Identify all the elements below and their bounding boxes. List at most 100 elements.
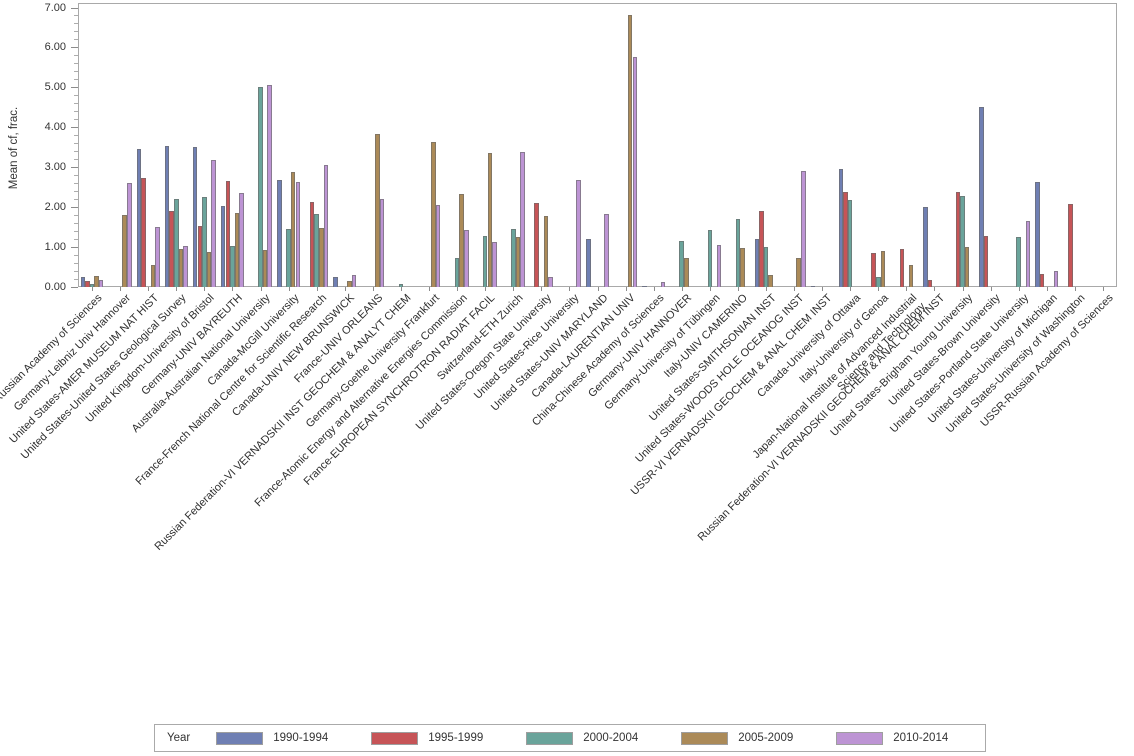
y-minor-tick <box>74 263 78 264</box>
bar-1990-1994-30 <box>923 207 928 287</box>
y-minor-tick <box>74 151 78 152</box>
x-tick <box>485 287 486 291</box>
bar-2000-2004-22 <box>707 230 713 287</box>
bar-1990-1994-2 <box>136 149 142 287</box>
y-major-tick <box>71 287 78 288</box>
bar-1990-1994-4 <box>192 147 198 287</box>
bar-2000-2004-7 <box>286 229 291 287</box>
x-tick <box>120 287 121 291</box>
bar-2005-2009-8 <box>319 228 324 287</box>
bar-1990-1994-9 <box>333 277 338 287</box>
x-tick <box>373 287 374 291</box>
y-major-tick <box>71 167 78 168</box>
y-minor-tick <box>74 255 78 256</box>
bar-1990-1994-24 <box>754 239 760 287</box>
y-major-tick <box>71 247 78 248</box>
x-tick <box>569 287 570 291</box>
y-minor-tick <box>74 63 78 64</box>
bar-1990-1994-27 <box>838 169 844 287</box>
legend-label: 1990-1994 <box>273 732 329 744</box>
y-tick-label: 2.00 <box>44 201 66 213</box>
y-minor-tick <box>74 199 78 200</box>
bar-2000-2004-6 <box>258 87 263 287</box>
y-minor-tick <box>74 223 78 224</box>
bar-1995-1999-29 <box>899 249 905 287</box>
bar-2000-2004-24 <box>763 247 769 287</box>
y-major-tick <box>71 127 78 128</box>
x-tick <box>289 287 290 291</box>
y-minor-tick <box>74 135 78 136</box>
bar-1990-1994-26 <box>810 286 816 287</box>
bar-2010-2014-20 <box>660 282 666 287</box>
x-tick <box>232 287 233 291</box>
bar-2010-2014-0 <box>98 280 104 287</box>
bar-2010-2014-2 <box>155 227 160 287</box>
bar-1990-1994-34 <box>1035 182 1040 287</box>
bar-2005-2009-14 <box>487 153 493 287</box>
bar-1995-1999-31 <box>955 192 961 287</box>
legend-item-2010-2014: 2010-2014 <box>836 731 991 745</box>
x-tick <box>261 287 262 291</box>
bar-2010-2014-14 <box>492 242 497 287</box>
legend-items: 1990-1994 1995-1999 2000-2004 2005-2009 2010… <box>216 731 991 745</box>
x-tick <box>738 287 739 291</box>
y-minor-tick <box>74 15 78 16</box>
bar-1990-1994-0 <box>80 277 86 287</box>
bar-2000-2004-3 <box>174 199 179 287</box>
y-minor-tick <box>74 175 78 176</box>
bar-1995-1999-8 <box>309 202 315 287</box>
y-minor-tick <box>74 55 78 56</box>
bar-1995-1999-3 <box>169 211 174 287</box>
bar-2005-2009-28 <box>880 251 886 287</box>
legend-item-2005-2009: 2005-2009 <box>681 731 836 745</box>
y-minor-tick <box>74 71 78 72</box>
legend-swatch <box>836 731 884 745</box>
x-tick <box>204 287 205 291</box>
x-tick <box>429 287 430 291</box>
bar-2000-2004-8 <box>314 214 319 287</box>
bar-2000-2004-13 <box>454 258 460 287</box>
x-tick <box>682 287 683 291</box>
bar-2005-2009-15 <box>515 237 521 287</box>
bar-2005-2009-23 <box>740 248 745 287</box>
bar-2000-2004-14 <box>482 236 488 287</box>
y-minor-tick <box>74 231 78 232</box>
bar-1995-1999-28 <box>871 253 876 287</box>
bar-2005-2009-21 <box>684 258 689 287</box>
y-minor-tick <box>74 31 78 32</box>
bar-2005-2009-1 <box>122 215 127 287</box>
y-major-tick <box>71 47 78 48</box>
x-tick <box>963 287 964 291</box>
y-minor-tick <box>74 271 78 272</box>
x-tick <box>850 287 851 291</box>
legend-swatch <box>526 731 574 745</box>
legend-label: 1995-1999 <box>428 732 484 744</box>
bar-1990-1994-7 <box>277 180 282 287</box>
bar-2005-2009-16 <box>543 216 549 287</box>
bar-2000-2004-15 <box>511 229 516 287</box>
legend-item-2000-2004: 2000-2004 <box>526 731 681 745</box>
x-tick <box>541 287 542 291</box>
bar-2010-2014-25 <box>801 171 806 287</box>
bar-1995-1999-16 <box>534 203 539 287</box>
y-minor-tick <box>74 191 78 192</box>
y-tick-label: 5.00 <box>44 81 66 93</box>
y-minor-tick <box>74 159 78 160</box>
bar-2000-2004-5 <box>230 246 235 287</box>
bar-2010-2014-9 <box>351 275 357 287</box>
legend-swatch <box>371 731 419 745</box>
x-tick <box>401 287 402 291</box>
y-minor-tick <box>74 79 78 80</box>
x-tick <box>148 287 149 291</box>
bar-2005-2009-6 <box>262 250 268 287</box>
x-tick <box>598 287 599 291</box>
x-tick <box>317 287 318 291</box>
x-tick <box>794 287 795 291</box>
y-minor-tick <box>74 103 78 104</box>
bar-1995-1999-30 <box>927 280 933 287</box>
bar-2010-2014-16 <box>548 277 553 287</box>
bar-2005-2009-12 <box>431 142 436 287</box>
x-tick <box>991 287 992 291</box>
y-major-tick <box>71 8 78 9</box>
y-major-tick <box>71 207 78 208</box>
